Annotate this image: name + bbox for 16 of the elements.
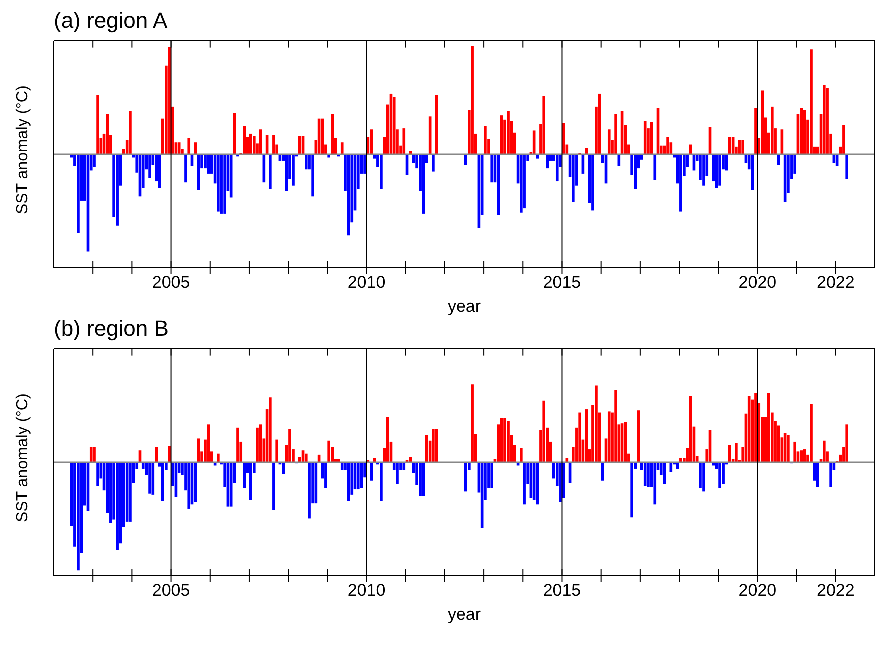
x-tick-label: 2005 (152, 581, 190, 600)
x-tick-label: 2020 (738, 273, 777, 292)
y-axis-title: SST anomaly (°C) (14, 394, 32, 522)
x-tick-label: 2022 (816, 273, 855, 292)
y-axis-title: SST anomaly (°C) (14, 86, 32, 214)
x-tick-label: 2005 (152, 273, 190, 292)
x-tick-label: 2015 (543, 581, 582, 600)
chart-title: (b) region B (54, 316, 170, 342)
x-tick-label: 2015 (543, 273, 582, 292)
x-tick-label: 2010 (348, 273, 386, 292)
x-axis-title: year (448, 297, 482, 316)
x-tick-label: 2022 (816, 581, 855, 600)
x-axis-title: year (448, 605, 482, 624)
chart-title: (a) region A (54, 8, 169, 34)
x-tick-label: 2020 (738, 581, 777, 600)
x-tick-label: 2010 (348, 581, 386, 600)
